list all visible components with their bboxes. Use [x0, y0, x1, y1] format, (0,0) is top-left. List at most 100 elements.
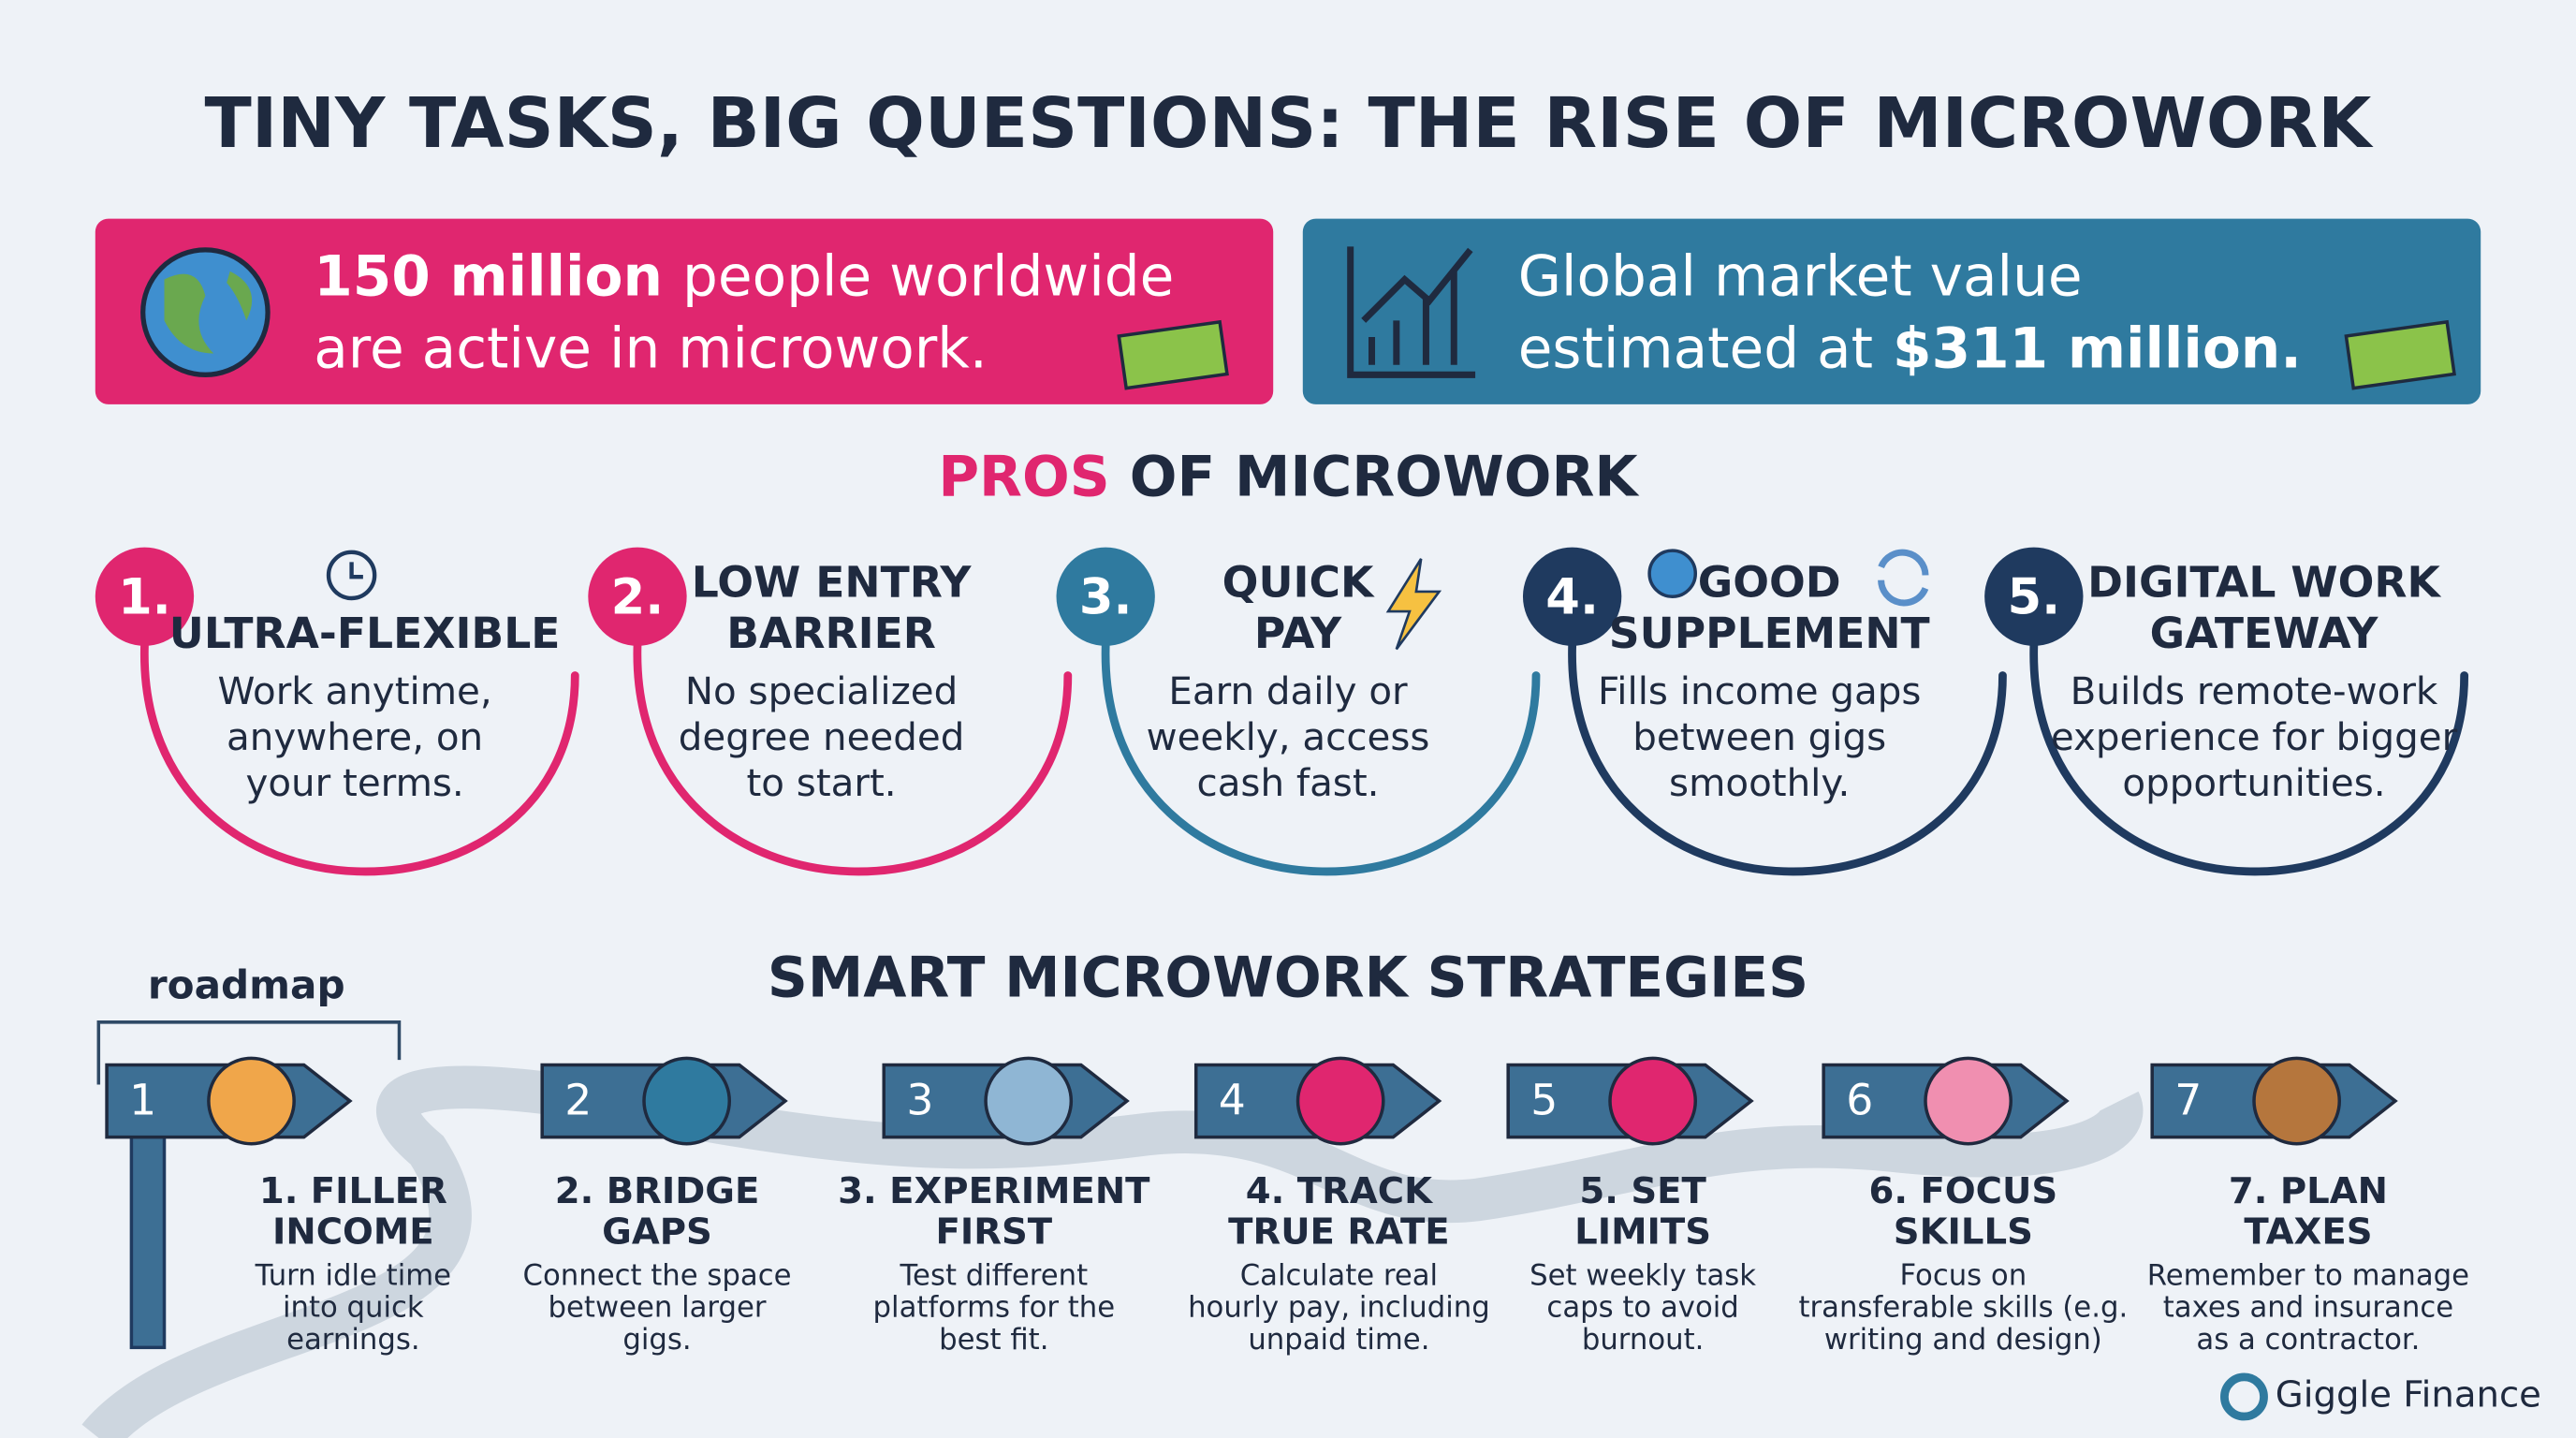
step-icon — [642, 1056, 732, 1146]
pros-desc: your terms. — [245, 761, 463, 805]
road — [81, 1065, 2144, 1438]
title: TINY TASKS, BIG QUESTIONS: THE RISE OF M… — [205, 84, 2375, 164]
step-title: TRUE RATE — [1228, 1211, 1450, 1254]
sign-number: 3 — [906, 1075, 933, 1124]
pros-title: BARRIER — [726, 609, 936, 658]
step-icon — [1924, 1056, 2012, 1146]
stat-box — [95, 218, 1274, 404]
step-desc: platforms for the — [873, 1291, 1116, 1325]
step-desc: best fit. — [939, 1323, 1048, 1357]
step-title: 7. PLAN — [2229, 1170, 2388, 1212]
pros-arc — [633, 641, 1073, 876]
pros-desc: Fills income gaps — [1598, 669, 1921, 713]
sign-number: 4 — [1219, 1075, 1246, 1124]
stat-segment: estimated at — [1518, 316, 1873, 381]
pros-title: GOOD — [1698, 557, 1841, 607]
pros-arc — [2029, 641, 2469, 876]
step-title: LIMITS — [1574, 1211, 1711, 1254]
step-icon — [207, 1056, 296, 1146]
step-title: INCOME — [272, 1211, 434, 1254]
step-title: SKILLS — [1894, 1211, 2033, 1254]
pros-number: 2. — [611, 568, 665, 625]
sign-number: 1 — [129, 1075, 156, 1124]
pros-desc: between gigs — [1632, 715, 1886, 759]
pros-arc — [1568, 641, 2007, 876]
pros-title: DIGITAL WORK — [2087, 557, 2441, 607]
stat-segment: $311 million. — [1893, 316, 2302, 381]
step-desc: transferable skills (e.g. — [1798, 1291, 2128, 1325]
pros-desc: opportunities. — [2122, 761, 2385, 805]
pros-number-badge — [1984, 547, 2084, 646]
step-desc: Connect the space — [523, 1258, 792, 1292]
step-desc: as a contractor. — [2196, 1323, 2420, 1357]
money-icon — [1117, 319, 1229, 390]
pros-desc: degree needed — [679, 715, 965, 759]
step-desc: into quick — [283, 1291, 424, 1325]
pros-title: ULTRA-FLEXIBLE — [169, 609, 561, 658]
pros-desc: experience for bigger — [2051, 715, 2458, 759]
bolt-icon — [1385, 558, 1442, 651]
pros-title: SUPPLEMENT — [1609, 609, 1930, 658]
pros-number-badge — [588, 547, 687, 646]
step-desc: between larger — [549, 1291, 767, 1325]
pros-desc: Builds remote-work — [2071, 669, 2438, 713]
pros-desc: to start. — [746, 761, 896, 805]
step-desc: unpaid time. — [1248, 1323, 1429, 1357]
pros-desc: weekly, access — [1147, 715, 1430, 759]
stat-text: 150 million people worldwide — [314, 244, 1174, 309]
sign-number: 7 — [2174, 1075, 2202, 1124]
step-icon — [984, 1056, 1074, 1146]
pros-title: QUICK — [1222, 557, 1375, 607]
pros-title: PAY — [1254, 609, 1342, 658]
step-title: 4. TRACK — [1246, 1170, 1434, 1212]
brand-logo — [2220, 1372, 2268, 1421]
pros-title: GATEWAY — [2150, 609, 2379, 658]
cycle-icon — [1878, 549, 1929, 607]
step-desc: Remember to manage — [2147, 1258, 2469, 1292]
pros-heading-accent: PROS — [938, 445, 1109, 509]
stat-segment: Global market value — [1518, 244, 2083, 309]
stat-text: Global market value — [1518, 244, 2083, 309]
step-desc: earnings. — [286, 1323, 419, 1357]
sign-number: 6 — [1846, 1075, 1873, 1124]
step-icon — [1608, 1056, 1698, 1146]
step-desc: burnout. — [1582, 1323, 1705, 1357]
clock-icon — [326, 550, 377, 601]
pros-number: 3. — [1079, 568, 1133, 625]
pros-heading: PROS OF MICROWORK — [938, 445, 1640, 509]
money-icon — [2344, 319, 2456, 390]
step-desc: Turn idle time — [255, 1258, 451, 1292]
step-title: GAPS — [602, 1211, 712, 1254]
sign-number: 2 — [564, 1075, 592, 1124]
step-title: FIRST — [936, 1211, 1053, 1254]
stat-box — [1302, 218, 2481, 404]
pros-desc: cash fast. — [1197, 761, 1380, 805]
step-desc: hourly pay, including — [1188, 1291, 1490, 1325]
step-title: 5. SET — [1579, 1170, 1706, 1212]
pros-number: 1. — [118, 568, 171, 625]
sign-number: 5 — [1530, 1075, 1558, 1124]
step-desc: Set weekly task — [1530, 1258, 1756, 1292]
pros-heading-rest: OF MICROWORK — [1130, 445, 1641, 509]
chart-icon — [1347, 246, 1476, 378]
stat-segment: people worldwide — [682, 244, 1174, 309]
pros-arc — [1101, 641, 1541, 876]
step-desc: caps to avoid — [1546, 1291, 1738, 1325]
step-desc: Calculate real — [1240, 1258, 1438, 1292]
pros-desc: smoothly. — [1669, 761, 1850, 805]
step-title: 6. FOCUS — [1869, 1170, 2058, 1212]
step-title: 2. BRIDGE — [555, 1170, 760, 1212]
step-title: 1. FILLER — [259, 1170, 447, 1212]
brand-name: Giggle Finance — [2276, 1373, 2541, 1416]
step-desc: Focus on — [1899, 1258, 2027, 1292]
roadmap-bracket — [96, 1020, 402, 1085]
step-title: TAXES — [2244, 1211, 2372, 1254]
stat-segment: are active in microwork. — [314, 316, 988, 381]
pros-number-badge — [1522, 547, 1622, 646]
pros-arc — [140, 641, 579, 876]
pros-number: 4. — [1545, 568, 1599, 625]
step-desc: gigs. — [622, 1323, 691, 1357]
step-desc: writing and design) — [1824, 1323, 2102, 1357]
pros-number-badge — [1056, 547, 1155, 646]
